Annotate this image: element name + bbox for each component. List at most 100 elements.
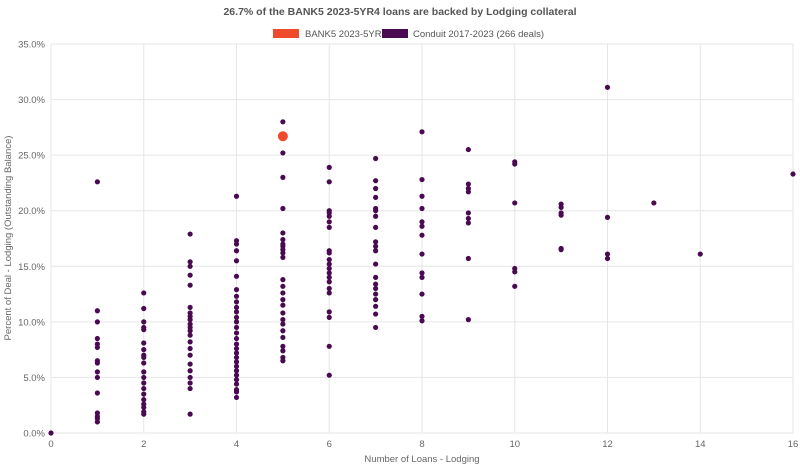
data-point-conduit[interactable]	[233, 359, 240, 365]
data-point-conduit[interactable]	[280, 302, 286, 308]
data-point-conduit[interactable]	[419, 205, 425, 212]
data-point-conduit[interactable]	[465, 220, 471, 226]
data-point-conduit[interactable]	[233, 335, 240, 342]
legend-item-bank5[interactable]: BANK5 2023-5YR4	[273, 29, 387, 40]
data-point-conduit[interactable]	[280, 343, 286, 349]
data-point-conduit[interactable]	[187, 361, 193, 367]
data-point-conduit[interactable]	[233, 299, 240, 305]
data-point-conduit[interactable]	[280, 150, 286, 156]
data-point-conduit[interactable]	[558, 247, 564, 253]
data-point-conduit[interactable]	[373, 248, 379, 254]
data-point-conduit[interactable]	[512, 283, 518, 289]
data-point-conduit[interactable]	[187, 368, 193, 374]
data-point-conduit[interactable]	[94, 179, 100, 185]
data-point-conduit[interactable]	[419, 313, 425, 319]
data-point-conduit[interactable]	[326, 164, 332, 170]
data-point-conduit[interactable]	[187, 259, 193, 265]
data-point-conduit[interactable]	[233, 304, 240, 311]
data-point-conduit[interactable]	[373, 213, 379, 219]
data-point-conduit[interactable]	[373, 155, 379, 162]
data-point-conduit[interactable]	[326, 179, 332, 185]
data-point-conduit[interactable]	[187, 282, 193, 288]
data-point-conduit[interactable]	[373, 324, 379, 331]
data-point-conduit[interactable]	[512, 269, 518, 275]
data-point-conduit[interactable]	[419, 223, 425, 229]
data-point-conduit[interactable]	[373, 303, 379, 309]
data-point-conduit[interactable]	[280, 119, 286, 125]
data-point-conduit[interactable]	[280, 205, 286, 212]
data-point-conduit[interactable]	[48, 430, 54, 436]
data-point-conduit[interactable]	[419, 318, 425, 324]
data-point-conduit[interactable]	[233, 319, 240, 325]
data-point-conduit[interactable]	[373, 291, 379, 297]
data-point-conduit[interactable]	[94, 335, 100, 342]
data-point-conduit[interactable]	[233, 273, 240, 279]
data-point-conduit[interactable]	[373, 208, 379, 214]
data-point-conduit[interactable]	[141, 319, 147, 325]
data-point-conduit[interactable]	[373, 281, 379, 287]
data-point-conduit[interactable]	[280, 334, 286, 341]
data-point-conduit[interactable]	[419, 129, 425, 135]
data-point-conduit[interactable]	[419, 270, 425, 276]
data-point-conduit[interactable]	[419, 232, 425, 238]
data-point-conduit[interactable]	[326, 285, 332, 292]
data-point-conduit[interactable]	[419, 291, 425, 297]
data-point-conduit[interactable]	[187, 385, 193, 392]
data-point-conduit[interactable]	[141, 340, 147, 346]
data-point-conduit[interactable]	[141, 391, 147, 397]
data-point-conduit[interactable]	[419, 176, 425, 183]
data-point-conduit[interactable]	[187, 317, 193, 323]
data-point-conduit[interactable]	[280, 328, 286, 334]
data-point-conduit[interactable]	[373, 297, 379, 303]
data-point-conduit[interactable]	[465, 146, 471, 153]
data-point-conduit[interactable]	[94, 369, 100, 375]
data-point-conduit[interactable]	[141, 397, 147, 403]
data-point-conduit[interactable]	[280, 254, 286, 260]
data-point-conduit[interactable]	[233, 309, 240, 315]
data-point-conduit[interactable]	[373, 239, 379, 245]
data-point-conduit[interactable]	[280, 297, 286, 303]
data-point-conduit[interactable]	[512, 200, 518, 206]
data-point-conduit[interactable]	[141, 411, 147, 417]
data-point-conduit[interactable]	[697, 251, 703, 257]
data-point-conduit[interactable]	[94, 344, 100, 351]
data-point-conduit[interactable]	[419, 251, 425, 257]
data-point-conduit[interactable]	[233, 330, 240, 336]
data-point-conduit[interactable]	[326, 257, 332, 263]
data-point-conduit[interactable]	[465, 181, 471, 187]
data-point-conduit[interactable]	[373, 274, 379, 280]
data-point-conduit[interactable]	[326, 213, 332, 219]
data-point-conduit[interactable]	[233, 324, 240, 331]
data-point-conduit[interactable]	[141, 360, 147, 366]
data-point-conduit[interactable]	[373, 311, 379, 317]
data-point-conduit[interactable]	[94, 419, 100, 425]
data-point-conduit[interactable]	[233, 193, 240, 199]
data-point-conduit[interactable]	[94, 374, 100, 381]
data-point-conduit[interactable]	[373, 243, 379, 249]
data-point-conduit[interactable]	[233, 248, 240, 254]
data-point-conduit[interactable]	[94, 390, 100, 396]
data-point-conduit[interactable]	[233, 389, 240, 395]
data-point-conduit[interactable]	[141, 404, 147, 411]
data-point-conduit[interactable]	[326, 265, 332, 272]
data-point-conduit[interactable]	[233, 394, 240, 401]
data-point-conduit[interactable]	[326, 270, 332, 276]
data-point-conduit[interactable]	[233, 350, 240, 356]
data-point-conduit[interactable]	[233, 314, 240, 321]
data-point-conduit[interactable]	[280, 348, 286, 354]
data-point-conduit[interactable]	[94, 308, 100, 314]
data-point-conduit[interactable]	[419, 193, 425, 199]
data-point-conduit[interactable]	[280, 237, 286, 243]
data-point-conduit[interactable]	[141, 369, 147, 375]
data-point-conduit[interactable]	[604, 84, 611, 90]
data-point-conduit[interactable]	[233, 372, 240, 378]
data-point-conduit[interactable]	[419, 274, 425, 280]
data-point-conduit[interactable]	[604, 255, 611, 262]
data-point-conduit[interactable]	[187, 352, 193, 358]
data-point-conduit[interactable]	[373, 185, 379, 192]
data-point-conduit[interactable]	[280, 277, 286, 283]
data-point-conduit[interactable]	[604, 214, 611, 220]
data-point-conduit[interactable]	[187, 411, 193, 417]
data-point-conduit[interactable]	[233, 381, 240, 387]
data-point-conduit[interactable]	[233, 341, 240, 347]
